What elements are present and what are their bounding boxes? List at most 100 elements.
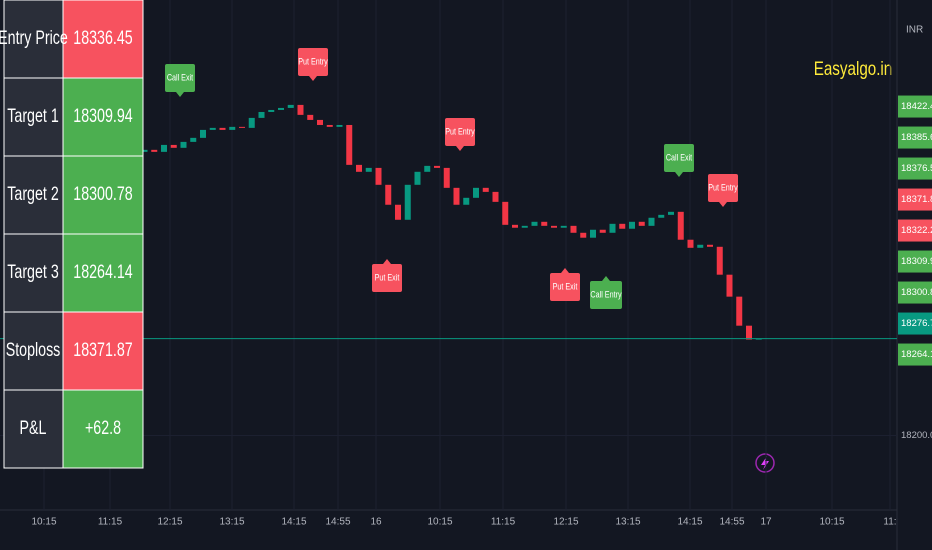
price-label-box [898,126,932,149]
candle [346,124,353,165]
candle [356,164,362,172]
signal-pointer [383,259,391,264]
candle [580,232,587,238]
price-label: 18371.85 [901,194,932,205]
x-tick-label: 14:15 [677,517,702,528]
x-tick-label: 14:15 [281,517,306,528]
candle [258,111,265,118]
candle [278,107,284,110]
signal-box [590,281,622,309]
candle [521,225,528,228]
candle [658,214,665,218]
price-label: 18264.15 [901,349,932,360]
table-label: Target 3 [7,261,58,282]
candle [268,109,275,112]
candle [141,149,148,152]
x-tick-label: 14:55 [325,517,350,528]
candle [248,117,255,128]
signal: Put Entry [708,174,739,207]
candle [541,221,548,226]
candle [434,165,440,168]
candle [551,225,557,228]
table-label-cell [3,155,64,235]
candle [638,221,645,226]
candle [648,217,655,226]
candle [200,129,206,138]
candle [414,171,421,185]
table-label-cell [3,77,64,157]
candle [677,211,684,240]
candle [560,225,567,228]
table-label: Target 2 [7,183,58,204]
brand: Easyalgo.in [814,57,893,79]
table-label-cell [3,311,64,391]
price-label-box [898,250,932,273]
table-value-cell [62,155,144,235]
x-tick-label: 12:15 [553,517,578,528]
candle [599,229,606,233]
candle [326,124,333,127]
signal-box [550,273,580,301]
candle [229,126,236,130]
candle [531,221,538,226]
x-tick-label: 11: [883,517,896,528]
candle [395,204,401,220]
candle [375,167,382,185]
table-value: 18371.87 [73,339,132,360]
table-value: 18309.94 [73,105,132,126]
lightning-icon [755,453,775,473]
signal-pointer [675,172,683,177]
candle [482,187,489,192]
candle [502,201,509,225]
table-value: +62.8 [85,417,121,438]
candle [209,127,216,130]
table-value: 18264.14 [73,261,132,282]
candle [190,137,197,142]
candle [336,124,343,127]
x-tick-label: 13:15 [219,517,244,528]
table-value: 18336.45 [73,27,132,48]
price-label-box [898,219,932,242]
x-tick-label: 12:15 [157,517,182,528]
x-tick-label: 10:15 [31,517,56,528]
table-label: Stoploss [6,339,61,360]
price-label-box [898,312,932,335]
candle [307,114,314,120]
x-tick-label: 11:15 [98,517,123,528]
price-label-box [898,95,932,118]
candle [609,223,616,233]
candle [736,296,743,326]
price-label-box [898,188,932,211]
candle [473,187,479,198]
price-label: 18309.95 [901,256,932,267]
signal-pointer [602,276,610,281]
signal-box [664,144,694,172]
candle [697,244,704,248]
signal: Put Entry [445,118,476,151]
signal-pointer [176,92,184,97]
signal-label: Put Exit [553,282,578,292]
candle [180,141,187,148]
signal-pointer [719,202,727,207]
table-value-cell [62,389,144,469]
signal: Put Entry [298,48,329,81]
table-value: 18300.78 [73,183,132,204]
price-label-box [898,343,932,366]
table-label: Entry Price [0,27,68,48]
x-tick-label: 17 [760,517,772,528]
signal-label: Call Entry [590,290,622,300]
signal-label: Put Entry [708,183,738,193]
table-label-cell [3,233,64,313]
signal-box [445,118,475,146]
signal-label: Put Exit [375,273,400,283]
candle [170,144,177,148]
signal-label: Call Exit [167,73,194,83]
price-label: 18385.65 [901,132,932,143]
signal-label: Put Entry [298,57,328,67]
signal-pointer [309,76,317,81]
signal-pointer [561,268,569,273]
price-label: 18300.80 [901,287,932,298]
candle [687,239,694,248]
candle [707,244,713,247]
